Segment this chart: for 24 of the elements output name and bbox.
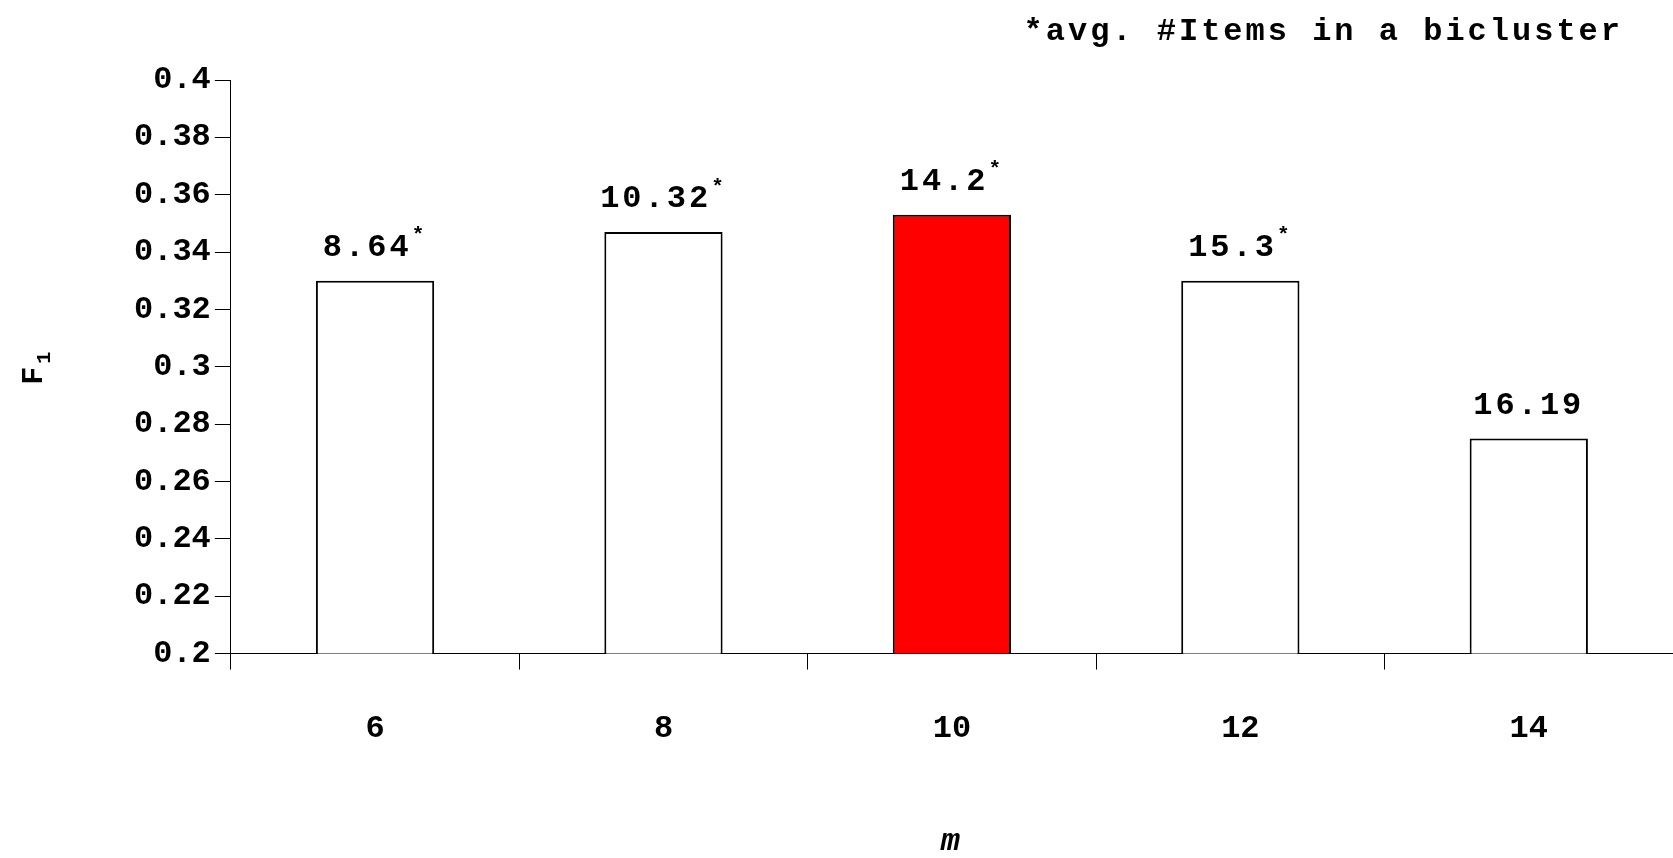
y-tick-label: 0.32	[134, 290, 211, 328]
y-tick-label: 0.36	[134, 175, 211, 213]
text: *avg. #Items in a bicluster	[1023, 13, 1623, 50]
x-tick-label: 8	[653, 709, 674, 747]
x-tick-label: 6	[365, 709, 385, 747]
y-tick-label: 0.4	[153, 61, 211, 99]
x-tick-label: 12	[1221, 709, 1260, 747]
y-tick-label: 0.38	[134, 118, 211, 156]
annotation: 8.64*	[322, 224, 428, 266]
y-tick-label: 0.22	[134, 577, 211, 615]
annotation: 14.2*	[899, 158, 1005, 200]
annotation: 15.3*	[1188, 224, 1293, 266]
y-tick-label: 0.34	[134, 233, 211, 271]
x-axis-title: m	[939, 823, 964, 858]
annotation: 16.19	[1473, 386, 1585, 424]
y-tick-label: 0.26	[134, 462, 211, 500]
x-tick-label: 14	[1509, 709, 1548, 747]
y-axis-title: F1	[17, 348, 56, 385]
y-tick-label: 0.28	[134, 405, 211, 443]
y-tick-label: 0.24	[134, 519, 211, 557]
y-tick-label: 0.3	[153, 347, 211, 385]
y-tick-label: 0.2	[153, 634, 211, 672]
annotation: 10.32*	[600, 175, 727, 217]
x-tick-label: 10	[932, 709, 972, 747]
